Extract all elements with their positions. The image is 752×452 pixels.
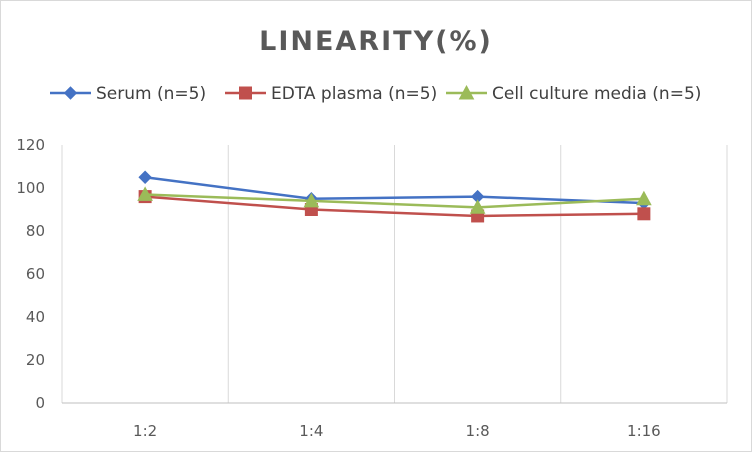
series-group [137,170,652,223]
series-3 [137,186,652,214]
y-tick-label: 100 [16,179,45,197]
legend-label: EDTA plasma (n=5) [271,84,437,104]
series-line [145,193,644,209]
legend: Serum (n=5) EDTA plasma (n=5) Cell culture… [50,84,701,104]
legend-item: Cell culture media (n=5) [446,84,701,104]
x-tick-label: 1:4 [299,422,323,440]
x-tick-label: 1:16 [627,422,661,440]
series-line [145,195,644,218]
data-point [637,207,651,221]
legend-marker [239,86,252,100]
data-point [469,199,486,214]
data-point [303,192,320,208]
legend-marker [63,86,78,100]
data-point [137,186,153,201]
legend-label: Cell culture media (n=5) [492,84,701,104]
series-1 [138,170,651,210]
legend-item: EDTA plasma (n=5) [225,84,437,104]
legend-marker [458,84,475,100]
legend-item: Serum (n=5) [50,84,206,104]
data-point [636,190,652,206]
y-tick-label: 40 [26,308,45,326]
chart-title: LINEARITY(%) [259,26,493,57]
y-tick-label: 20 [26,351,45,369]
x-tick-label: 1:8 [466,422,490,440]
y-tick-label: 120 [16,136,45,154]
axes: 0 20 40 60 80 100 120 1:2 1:4 1:8 1:16 [16,136,727,440]
y-tick-label: 80 [26,222,45,240]
legend-label: Serum (n=5) [96,84,206,104]
y-tick-label: 60 [26,265,45,283]
series-line [144,176,644,205]
data-point [138,170,152,184]
grid [61,145,728,403]
y-tick-label: 0 [35,394,45,412]
x-tick-label: 1:2 [133,422,157,440]
